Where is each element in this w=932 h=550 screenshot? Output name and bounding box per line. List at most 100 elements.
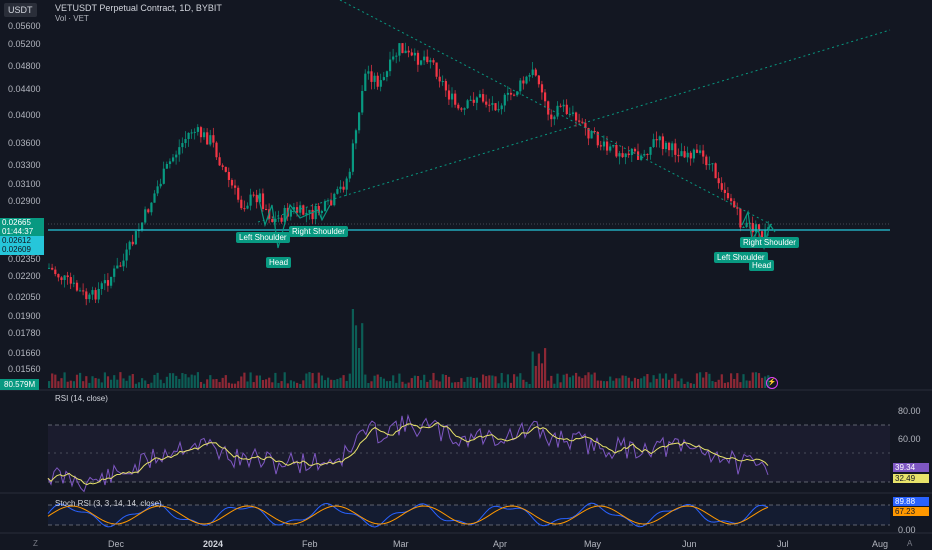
price-tick: 0.02900 [8,196,41,206]
candle-body [503,94,506,106]
volume-bar [506,374,509,388]
candle-body [314,205,317,220]
volume-bar [137,382,141,388]
candle-body [602,141,606,147]
volume-bar [587,372,590,388]
timezone-icon[interactable]: Z [33,539,38,548]
candle-body [131,241,134,245]
candle-body [389,59,392,72]
volume-bar [299,383,302,388]
candle-body [292,207,296,210]
auto-scale-button[interactable]: A [907,539,913,548]
volume-bar [317,372,320,388]
volume-bar [509,382,513,388]
volume-bar [683,383,686,388]
volume-bar [336,379,339,388]
candle-body [733,201,736,208]
candle-body [736,207,739,209]
candle-body [299,205,302,213]
candle-body [531,69,534,76]
price-tick: 0.04800 [8,61,41,71]
candle-body [565,104,568,115]
volume-bar [664,373,668,388]
candle-body [509,92,513,95]
candle-body [438,76,441,82]
candle-body [460,108,463,110]
candle-body [506,92,509,95]
candle-body [726,193,730,199]
volume-bar [646,374,649,388]
volume-bar [702,377,705,388]
volume-bar [466,376,469,388]
volume-bar [48,381,51,388]
volume-bar [633,377,637,388]
volume-bar [184,374,187,388]
candle-body [500,105,503,110]
volume-bar [407,382,410,388]
candle-body [516,91,519,96]
candle-body [85,291,88,300]
volume-bar [249,372,252,388]
candle-body [156,186,159,194]
candle-body [457,104,460,109]
rsi-band [48,425,890,482]
candle-body [190,132,193,134]
volume-bar [426,381,429,388]
candle-body [57,274,60,278]
hs-pattern-1 [257,194,331,249]
volume-bar [522,379,525,388]
candle-body [327,200,330,202]
candle-body [172,157,175,162]
volume-bar [606,381,609,388]
candle-body [404,50,407,54]
candle-body [379,80,382,87]
currency-badge[interactable]: USDT [4,3,37,17]
candle-body [720,183,723,190]
volume-bar [537,353,540,388]
candle-body [178,147,181,155]
volume-bar [488,375,491,388]
candle-body [144,209,147,223]
volume-bar [621,375,624,388]
volume-bar [658,373,661,388]
candle-body [469,99,472,101]
price-tick: 0.02200 [8,271,41,281]
right-shoulder-label-1: Right Shoulder [289,226,348,237]
candle-body [695,149,699,153]
volume-bar [544,348,547,388]
volume-bar [420,380,423,388]
volume-bar [503,382,506,388]
candle-body [528,75,531,77]
candle-body [271,219,274,222]
volume-bar [156,372,159,388]
volume-bar [125,380,128,388]
volume-bar [438,381,441,388]
candle-body [274,218,277,222]
volume-bar [475,377,478,388]
candle-body [519,80,522,92]
time-tick: Dec [108,539,125,549]
volume-bar [265,379,268,388]
volume-bar [314,383,317,388]
lightning-icon[interactable]: ⚡ [766,377,778,389]
candle-body [323,201,327,211]
volume-bar [187,377,190,388]
volume-bar [516,376,519,388]
time-tick: Mar [393,539,409,549]
candle-body [447,90,451,100]
candle-body [184,139,187,144]
volume-bar [243,372,246,388]
volume-bar [54,374,57,388]
volume-bar [69,380,72,388]
price-line-box: 0.02612 [0,236,44,246]
volume-bar [726,382,730,388]
candle-body [88,294,91,300]
volume-bar [686,381,689,388]
hs-pattern-2 [741,209,776,251]
candle-body [336,189,339,194]
candle-body [277,217,280,219]
stoch-band [48,505,890,525]
candle-body [230,179,234,186]
candle-body [599,145,602,147]
